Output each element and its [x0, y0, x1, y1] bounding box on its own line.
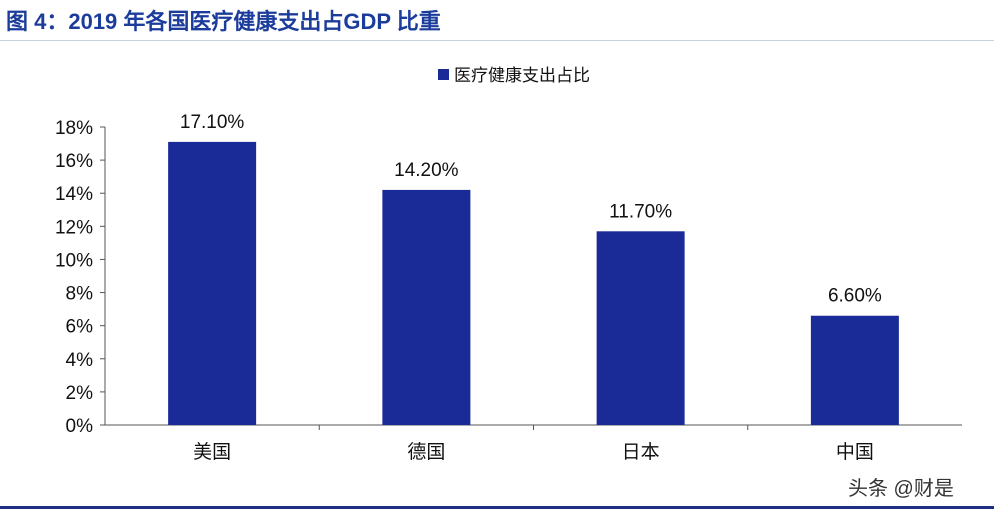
- y-tick-label: 2%: [66, 383, 94, 404]
- bar-1: [168, 141, 257, 425]
- y-tick-label: 8%: [66, 284, 94, 305]
- legend-label: 医疗健康支出占比: [454, 66, 590, 85]
- y-tick-label: 6%: [66, 317, 94, 338]
- data-label: 14.20%: [394, 160, 459, 181]
- y-tick-label: 16%: [55, 151, 93, 172]
- y-tick-label: 14%: [55, 184, 93, 205]
- y-tick-label: 10%: [55, 250, 93, 271]
- x-tick-label: 中国: [836, 441, 874, 463]
- watermark: 头条 @财是: [848, 478, 954, 500]
- bar-2: [382, 189, 471, 425]
- data-label: 17.10%: [180, 112, 245, 133]
- y-tick-label: 4%: [66, 350, 94, 371]
- x-tick-label: 德国: [407, 441, 445, 463]
- chart-title: 图 4：2019 年各国医疗健康支出占GDP 比重: [6, 9, 441, 34]
- y-tick-label: 0%: [66, 416, 94, 437]
- x-tick-label: 美国: [193, 441, 231, 463]
- data-label: 6.60%: [828, 286, 882, 307]
- bar-4: [810, 315, 899, 425]
- y-tick-label: 18%: [55, 118, 93, 139]
- bar-3: [596, 231, 685, 425]
- title-divider: [0, 40, 994, 41]
- bottom-divider: [0, 506, 994, 509]
- legend-swatch: [438, 69, 449, 80]
- x-tick-label: 日本: [622, 441, 660, 463]
- data-label: 11.70%: [609, 201, 672, 222]
- y-tick-label: 12%: [55, 217, 93, 238]
